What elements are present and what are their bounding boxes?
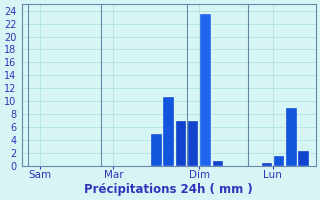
Bar <box>274 156 284 166</box>
Bar <box>261 163 272 166</box>
X-axis label: Précipitations 24h ( mm ): Précipitations 24h ( mm ) <box>84 183 253 196</box>
Bar <box>286 108 297 166</box>
Bar <box>200 14 211 166</box>
Bar <box>298 151 309 166</box>
Bar <box>188 121 198 166</box>
Bar <box>151 134 162 166</box>
Bar <box>176 121 186 166</box>
Bar <box>164 97 174 166</box>
Bar <box>212 161 223 166</box>
